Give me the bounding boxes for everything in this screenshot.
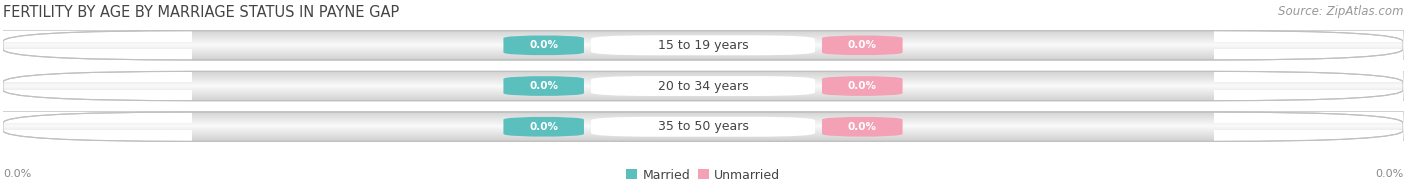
FancyBboxPatch shape <box>823 76 903 96</box>
Bar <box>3 90 191 101</box>
Text: FERTILITY BY AGE BY MARRIAGE STATUS IN PAYNE GAP: FERTILITY BY AGE BY MARRIAGE STATUS IN P… <box>3 5 399 20</box>
Text: 0.0%: 0.0% <box>529 122 558 132</box>
Text: 35 to 50 years: 35 to 50 years <box>658 120 748 133</box>
Text: 0.0%: 0.0% <box>848 40 877 50</box>
Bar <box>3 49 191 60</box>
Text: 15 to 19 years: 15 to 19 years <box>658 39 748 52</box>
Bar <box>1215 112 1403 123</box>
Bar <box>3 31 191 42</box>
Text: 0.0%: 0.0% <box>529 40 558 50</box>
Text: 0.0%: 0.0% <box>529 81 558 91</box>
FancyBboxPatch shape <box>591 117 815 137</box>
Text: 20 to 34 years: 20 to 34 years <box>658 80 748 93</box>
Bar <box>1215 130 1403 141</box>
Bar <box>1215 71 1403 82</box>
FancyBboxPatch shape <box>503 35 583 55</box>
FancyBboxPatch shape <box>823 35 903 55</box>
Bar <box>1215 90 1403 101</box>
Bar <box>3 71 191 82</box>
FancyBboxPatch shape <box>503 117 583 137</box>
Text: 0.0%: 0.0% <box>3 169 31 179</box>
FancyBboxPatch shape <box>503 76 583 96</box>
Bar <box>1215 31 1403 42</box>
Text: 0.0%: 0.0% <box>1375 169 1403 179</box>
Text: 0.0%: 0.0% <box>848 81 877 91</box>
Bar <box>3 130 191 141</box>
FancyBboxPatch shape <box>823 117 903 137</box>
FancyBboxPatch shape <box>591 35 815 55</box>
FancyBboxPatch shape <box>591 76 815 96</box>
Bar <box>1215 49 1403 60</box>
Legend: Married, Unmarried: Married, Unmarried <box>621 164 785 187</box>
Bar <box>3 112 191 123</box>
Text: 0.0%: 0.0% <box>848 122 877 132</box>
Text: Source: ZipAtlas.com: Source: ZipAtlas.com <box>1278 5 1403 18</box>
